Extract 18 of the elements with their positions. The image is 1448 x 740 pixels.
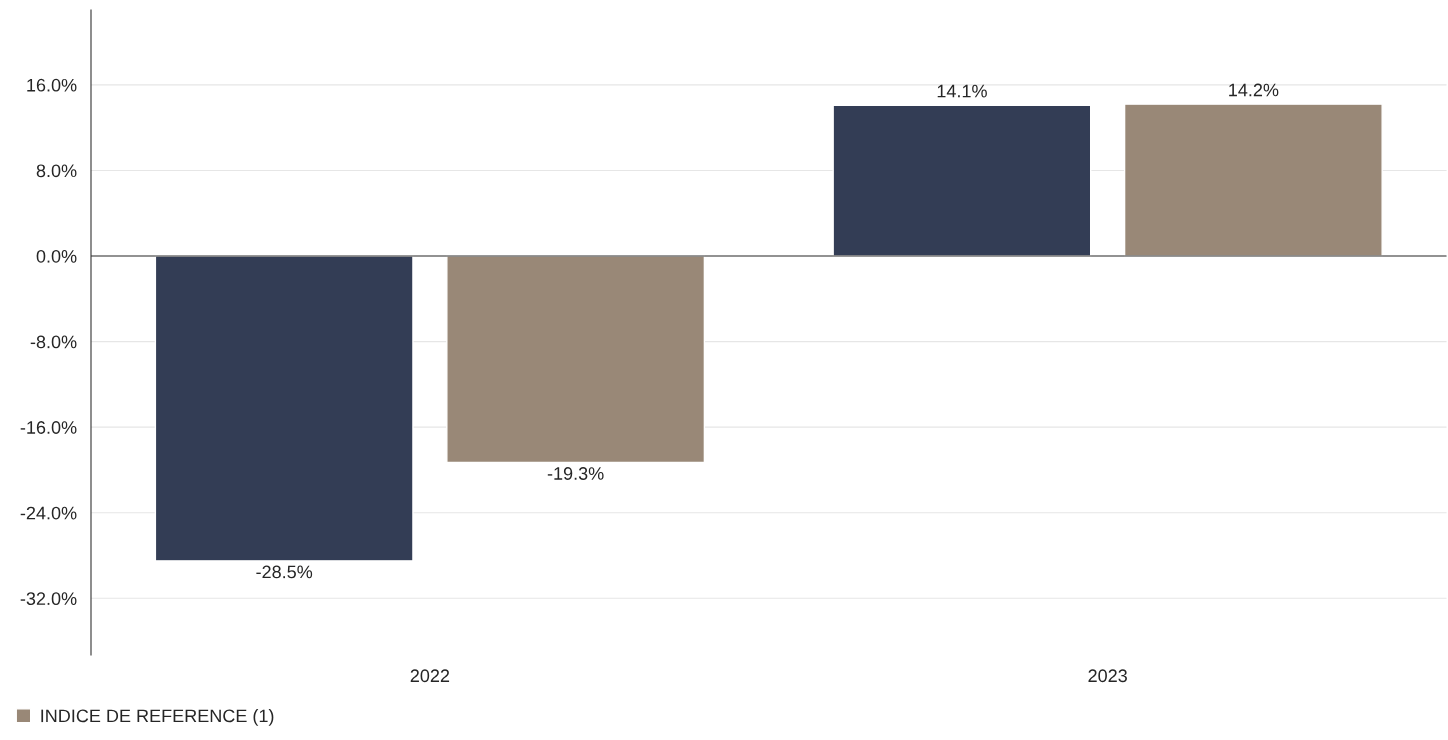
y-tick-label: -24.0%	[20, 506, 77, 520]
data-label: 14.2%	[1229, 83, 1279, 97]
x-tick-label: 2023	[1088, 669, 1127, 683]
y-tick-label: -32.0%	[20, 592, 77, 606]
bar	[1123, 103, 1383, 257]
y-tick-label: 16.0%	[27, 78, 77, 92]
data-label: -19.3%	[547, 467, 604, 480]
legend-label: INDICE DE REFERENCE (1)	[41, 708, 274, 726]
y-tick-label: 8.0%	[36, 164, 77, 178]
bar	[446, 255, 706, 464]
bar	[154, 255, 414, 562]
bar	[832, 104, 1092, 257]
y-tick-label: 0.0%	[36, 249, 77, 263]
y-tick-label: -8.0%	[30, 335, 77, 349]
data-label: 14.1%	[937, 84, 987, 98]
x-tick-label: 2022	[410, 669, 450, 683]
data-label: -28.5%	[256, 565, 313, 579]
y-tick-label: -16.0%	[20, 421, 77, 434]
